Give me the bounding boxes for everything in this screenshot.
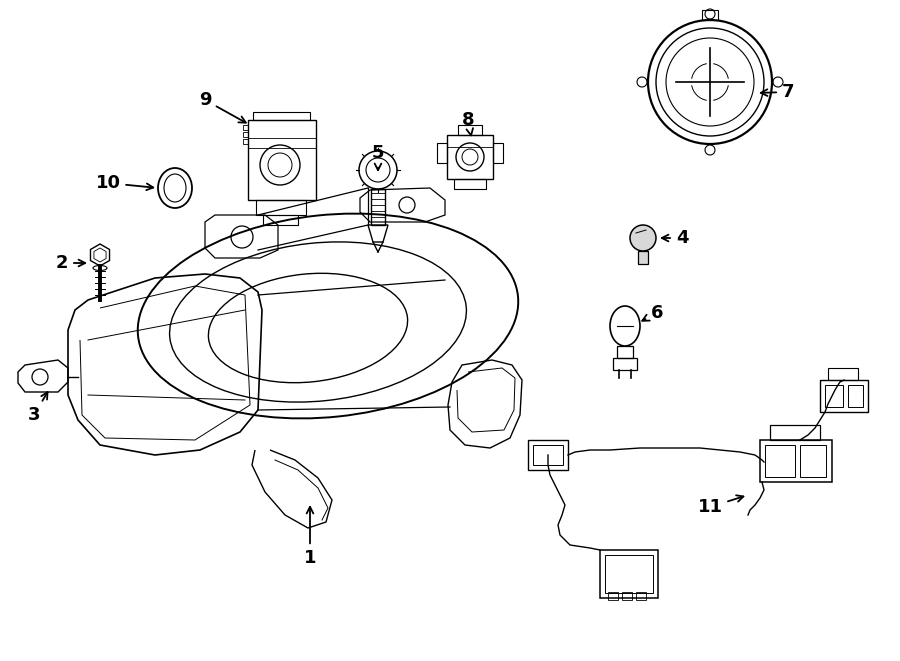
Text: 5: 5 [372, 144, 384, 170]
Bar [437, 143, 447, 163]
Text: 3: 3 [28, 392, 48, 424]
Bar [608, 592, 618, 600]
Bar [800, 445, 826, 477]
Text: 1: 1 [304, 507, 316, 567]
Bar [848, 385, 863, 407]
Text: 4: 4 [662, 229, 688, 247]
Bar [828, 368, 858, 380]
Bar [760, 440, 832, 482]
Text: 9: 9 [199, 91, 246, 123]
Bar [820, 380, 868, 412]
Circle shape [630, 225, 656, 251]
Bar [825, 385, 843, 407]
Bar [528, 440, 568, 470]
Bar [458, 125, 482, 135]
Text: 11: 11 [698, 495, 743, 516]
Bar [636, 592, 646, 600]
Text: 2: 2 [56, 254, 86, 272]
Bar [454, 179, 486, 189]
Bar [533, 445, 563, 465]
Bar [622, 592, 632, 600]
Text: 10: 10 [95, 174, 153, 192]
Bar [447, 135, 493, 179]
Bar [770, 425, 820, 440]
Polygon shape [638, 251, 648, 264]
Text: 7: 7 [760, 83, 794, 101]
Bar [605, 555, 653, 593]
Text: 8: 8 [462, 111, 474, 136]
Text: 6: 6 [643, 304, 663, 322]
Bar [765, 445, 795, 477]
Bar [600, 550, 658, 598]
Bar [493, 143, 503, 163]
